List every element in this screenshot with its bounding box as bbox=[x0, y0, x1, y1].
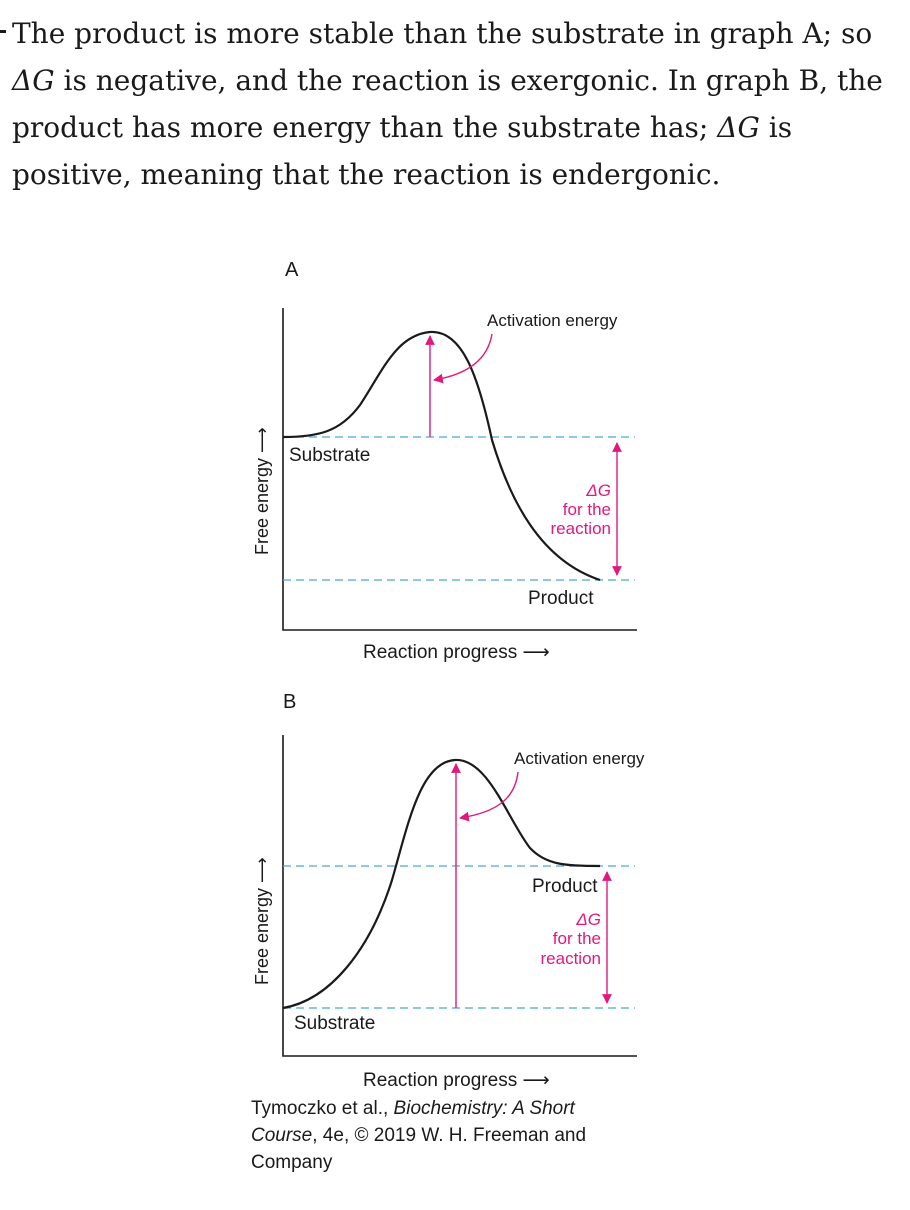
graph-a-axes bbox=[282, 308, 637, 631]
graph-a-y-axis-label: Free energy ⟶ bbox=[252, 427, 272, 555]
leading-dash bbox=[0, 30, 6, 33]
graph-a-substrate-label: Substrate bbox=[289, 445, 370, 466]
graph-b-delta-g-symbol: ΔG bbox=[575, 910, 601, 929]
graph-b-activation-label: Activation energy bbox=[514, 749, 645, 768]
graph-b-axes bbox=[282, 735, 637, 1057]
graph-b-activation-pointer bbox=[459, 771, 519, 822]
graph-b-delta-g-line1: for the bbox=[553, 929, 601, 948]
graph-b-delta-g-line2: reaction bbox=[541, 949, 601, 968]
explanation-part-2: is negative, and the reaction is exergon… bbox=[12, 64, 883, 144]
credit-rest: , 4e, © 2019 W. H. Freeman and Company bbox=[251, 1125, 587, 1173]
explanation-part-3: is positive, meaning that the reaction i… bbox=[12, 111, 793, 191]
credit-book-title: Biochemistry: A Short Course bbox=[251, 1098, 575, 1146]
delta-g-symbol-2: ΔG bbox=[717, 111, 760, 144]
graph-a-activation-label: Activation energy bbox=[487, 311, 618, 330]
credit-authors: Tymoczko et al., bbox=[251, 1098, 394, 1119]
graph-b-panel-label: B bbox=[283, 691, 296, 713]
graph-b-y-axis-label: Free energy ⟶ bbox=[252, 857, 272, 985]
graph-a-panel-label: A bbox=[285, 259, 299, 281]
graph-a-product-label: Product bbox=[528, 588, 594, 609]
figure-credit: Tymoczko et al., Biochemistry: A Short C… bbox=[251, 1095, 631, 1176]
graph-a-x-axis-label: Reaction progress ⟶ bbox=[363, 642, 550, 663]
graph-b-substrate-label: Substrate bbox=[294, 1013, 375, 1034]
explanation-paragraph: The product is more stable than the subs… bbox=[12, 10, 892, 198]
graph-b-x-axis-label: Reaction progress ⟶ bbox=[363, 1070, 550, 1091]
graph-a-delta-g-line2: reaction bbox=[551, 519, 611, 538]
graph-a: A Activation energy Substrate Product ΔG… bbox=[252, 259, 637, 663]
graph-b-energy-curve bbox=[282, 758, 601, 1010]
graph-a-energy-curve bbox=[282, 330, 601, 582]
delta-g-symbol-1: ΔG bbox=[12, 64, 55, 97]
graph-b: B Activation energy Substrate Product ΔG… bbox=[252, 691, 645, 1091]
graph-a-delta-g-symbol: ΔG bbox=[585, 481, 611, 500]
explanation-part-1: The product is more stable than the subs… bbox=[12, 17, 873, 50]
graph-a-delta-g-line1: for the bbox=[563, 500, 611, 519]
graph-a-activation-pointer bbox=[433, 333, 493, 384]
graph-b-product-label: Product bbox=[532, 876, 598, 897]
